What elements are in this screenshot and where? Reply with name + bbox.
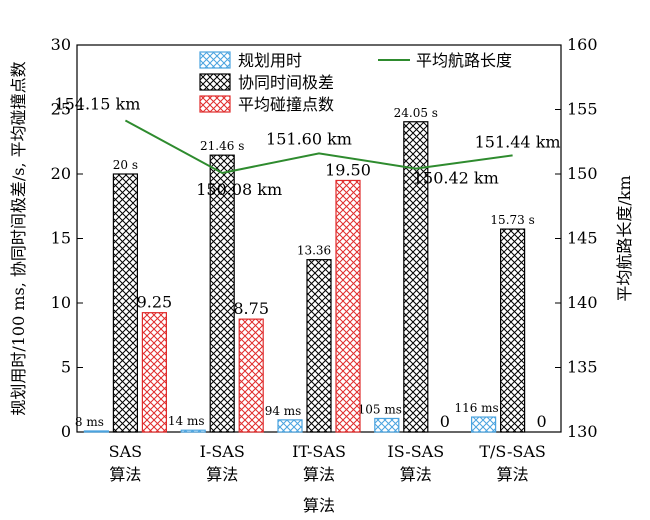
legend-label-1: 协同时间极差 <box>238 73 334 92</box>
x-tick-label: SAS <box>109 442 142 461</box>
line-series-path <box>124 119 513 175</box>
left-tick-label: 0 <box>61 422 71 441</box>
bar-label-1: 21.46 s <box>200 139 244 153</box>
bar-0 <box>374 417 400 433</box>
left-tick-label: 5 <box>61 358 71 377</box>
bar-label-2: 8.75 <box>233 299 269 318</box>
bar-label-2: 9.25 <box>137 293 173 312</box>
legend-swatch-0 <box>199 51 231 69</box>
bar-1 <box>306 259 332 433</box>
bar-label-2: 19.50 <box>325 160 371 179</box>
line-label: 151.44 km <box>475 132 561 151</box>
line-label: 150.42 km <box>413 169 499 188</box>
bar-label-2: 0 <box>537 412 547 431</box>
legend-line-label: 平均航路长度 <box>416 51 512 70</box>
left-tick-label: 30 <box>51 35 71 54</box>
line-label: 150.08 km <box>196 180 282 199</box>
x-tick-sublabel: 算法 <box>497 465 529 484</box>
x-tick-label: IT-SAS <box>292 442 346 461</box>
bar-label-0: 116 ms <box>454 401 498 415</box>
legend-swatch-1 <box>199 73 231 91</box>
left-tick-label: 25 <box>51 100 71 119</box>
bar-1 <box>403 121 429 433</box>
bar-label-0: 105 ms <box>358 402 402 416</box>
right-tick-label: 130 <box>567 422 598 441</box>
left-tick-label: 20 <box>51 164 71 183</box>
line-label: 151.60 km <box>266 129 352 148</box>
line-label: 154.15 km <box>54 94 140 113</box>
bar-label-0: 14 ms <box>168 414 205 428</box>
bar-0 <box>277 419 303 433</box>
right-tick-label: 140 <box>567 293 598 312</box>
bar-0 <box>180 429 206 433</box>
bar-1 <box>209 154 235 433</box>
bar-2 <box>238 318 264 433</box>
legend-swatch-2 <box>199 95 231 113</box>
x-axis-title: 算法 <box>303 496 335 515</box>
right-tick-label: 145 <box>567 229 598 248</box>
right-tick-label: 160 <box>567 35 598 54</box>
x-tick-label: IS-SAS <box>387 442 444 461</box>
bar-2 <box>335 179 361 433</box>
left-tick-label: 10 <box>51 293 71 312</box>
bar-2 <box>141 312 167 433</box>
right-tick-label: 135 <box>567 358 598 377</box>
right-axis-title: 平均航路长度/km <box>615 175 634 301</box>
x-tick-sublabel: 算法 <box>400 465 432 484</box>
bar-label-0: 8 ms <box>75 415 104 429</box>
bar-0 <box>471 416 497 433</box>
legend-label-2: 平均碰撞点数 <box>238 95 334 114</box>
left-axis-title: 规划用时/100 ms, 协同时间极差/s, 平均碰撞点数 <box>9 61 28 415</box>
bar-label-1: 13.36 s <box>297 244 341 258</box>
x-tick-label: T/S-SAS <box>479 442 546 461</box>
right-tick-label: 155 <box>567 100 598 119</box>
bar-label-1: 15.73 s <box>490 213 534 227</box>
legend-label-0: 规划用时 <box>238 51 302 70</box>
bar-label-0: 94 ms <box>265 404 302 418</box>
bar-label-1: 24.05 s <box>394 106 438 120</box>
x-tick-sublabel: 算法 <box>109 465 141 484</box>
bar-1 <box>500 228 526 433</box>
x-tick-sublabel: 算法 <box>206 465 238 484</box>
bar-label-1: 20 s <box>113 158 138 172</box>
bar-0 <box>83 430 110 433</box>
bar-label-2: 0 <box>440 412 450 431</box>
bar-1 <box>112 173 139 433</box>
x-tick-label: I-SAS <box>200 442 245 461</box>
left-tick-label: 15 <box>51 229 71 248</box>
x-tick-sublabel: 算法 <box>303 465 335 484</box>
right-tick-label: 150 <box>567 164 598 183</box>
